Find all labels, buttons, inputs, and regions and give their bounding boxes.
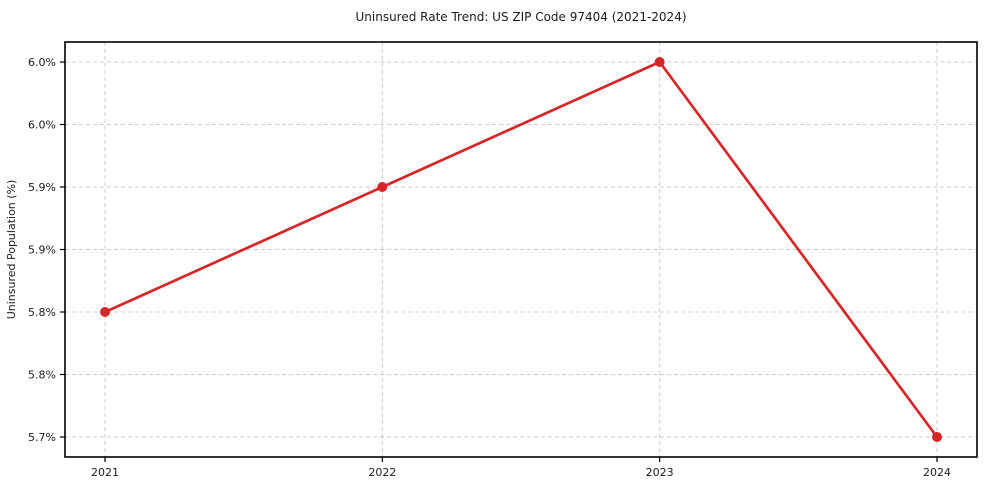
y-tick-label: 5.9% [28,244,56,257]
data-point-marker [100,307,110,317]
y-tick-label: 5.8% [28,369,56,382]
x-tick-label: 2023 [646,466,674,479]
x-tick-label: 2022 [368,466,396,479]
x-tick-label: 2021 [91,466,119,479]
y-tick-label: 5.9% [28,181,56,194]
trend-line [103,60,939,439]
chart-title: Uninsured Rate Trend: US ZIP Code 97404 … [355,10,686,24]
data-point-marker [932,432,942,442]
data-point-marker [377,182,388,192]
y-tick-label: 5.7% [28,431,56,444]
x-tick-label: 2024 [923,466,951,479]
y-tick-label: 5.8% [28,306,56,319]
y-tick-label: 6.0% [28,119,56,132]
y-axis-label: Uninsured Population (%) [5,180,18,320]
data-point-marker [654,57,665,67]
y-tick-label: 6.0% [28,56,56,69]
